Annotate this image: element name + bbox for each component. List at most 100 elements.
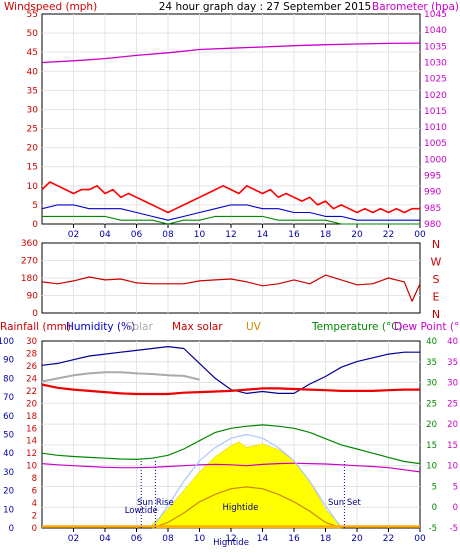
annotation-label: Lowtide [125, 506, 158, 516]
annotation-label: Sun Rise [137, 498, 174, 508]
wind-y-tick-label: 45 [27, 48, 38, 58]
direction-y-tick-label: 0 [32, 309, 38, 319]
rain-y-tick-label: 6 [32, 487, 37, 497]
wind-y-tick-label: 40 [27, 67, 39, 77]
temperature-y-tick-label: 40 [426, 337, 437, 347]
x-tick-label: 14 [257, 230, 269, 240]
humidity-y-tick-label: 20 [3, 487, 14, 497]
rain-y-tick-label: 22 [26, 387, 37, 397]
temperature-y-tick-label: 10 [426, 462, 437, 472]
humidity-line [41, 346, 420, 394]
x-tick-label: 02 [68, 230, 79, 240]
wind-axis-label: Windspeed (mph) [4, 1, 97, 13]
rain-y-tick-label: 2 [32, 512, 37, 522]
x-tick-label: 04 [99, 230, 111, 240]
wind-y-tick-label: 5 [32, 201, 38, 211]
humidity-y-tick-label: 0 [9, 524, 14, 534]
humidity-y-tick-label: 70 [3, 393, 14, 403]
red-line [41, 383, 420, 396]
temperature-y-tick-label: -5 [429, 524, 437, 534]
dewpoint-y-tick-label: 30 [447, 379, 458, 389]
barometer-y-tick-label: 1015 [424, 107, 447, 117]
wind-y-tick-label: 10 [27, 182, 39, 192]
barometer-y-tick-label: 1010 [424, 123, 447, 133]
rain-y-tick-label: 26 [26, 362, 37, 372]
temperature-y-tick-label: 35 [426, 358, 437, 368]
uv-axis-label: UV [246, 321, 262, 333]
barometer-y-tick-label: 985 [424, 204, 441, 214]
humidity-y-ticks: 0 10 20 30 40 50 60 70 80 90 100 [0, 337, 14, 534]
compass-label: N [432, 238, 440, 251]
dewpoint-y-tick-label: 10 [447, 462, 458, 472]
wind-y-tick-label: 50 [27, 29, 39, 39]
direction-series [41, 274, 421, 302]
x-tick-label: 00 [414, 230, 426, 240]
rain-y-tick-label: 4 [32, 499, 37, 509]
x-tick-label: 02 [68, 534, 79, 544]
x-tick-label: 04 [99, 534, 111, 544]
humidity-y-tick-label: 10 [3, 505, 14, 515]
rain-y-tick-label: 0 [32, 524, 37, 534]
wind-series [41, 42, 421, 225]
barometer-y-tick-label: 995 [424, 172, 441, 182]
rain-y-tick-label: 14 [26, 437, 37, 447]
barometer-y-tick-label: 1025 [424, 75, 447, 85]
uv-line [152, 486, 342, 529]
barometer-y-tick-label: 1035 [424, 42, 447, 52]
rain-y-tick-label: 24 [26, 374, 37, 384]
x-tick-label: 08 [162, 534, 174, 544]
barometer-y-tick-label: 990 [424, 188, 441, 198]
humidity-y-tick-label: 40 [3, 449, 14, 459]
gust-line [41, 181, 420, 214]
x-tick-label: 22 [383, 230, 394, 240]
humidity-axis-label: Humidity (%) [66, 321, 135, 333]
grey-line [41, 371, 200, 383]
barometer-y-tick-label: 1030 [424, 58, 447, 68]
wind-y-ticks: 0 5 10 15 20 25 30 35 40 45 50 55 [27, 10, 39, 230]
temperature-y-ticks: -5 0 5 10 15 20 25 30 35 40 [426, 337, 437, 534]
x-tick-label: 00 [414, 534, 426, 544]
temperature-y-tick-label: 5 [432, 482, 437, 492]
humidity-y-tick-label: 80 [3, 374, 14, 384]
x-tick-label: 12 [225, 534, 236, 544]
dewpoint-y-tick-label: 25 [447, 399, 458, 409]
dewpoint-y-tick-label: 35 [447, 358, 458, 368]
barometer-line [41, 42, 421, 64]
rain-y-tick-label: 8 [32, 474, 37, 484]
speed-line [42, 215, 420, 225]
wind-y-tick-label: 30 [27, 105, 39, 115]
barometer-y-tick-label: 980 [424, 220, 441, 230]
wind-y-tick-label: 35 [27, 86, 38, 96]
compass-label: W [431, 256, 442, 269]
x-tick-label: 10 [194, 230, 206, 240]
x-tick-label: 18 [320, 534, 332, 544]
barometer-y-ticks: 980 985 990 995 1000 1005 1010 1015 1020 1025 1030… [424, 10, 447, 230]
direction-y-ticks: 0 90 180 270 360 [21, 239, 38, 319]
direction-y-tick-label: 270 [21, 257, 38, 267]
rain-y-tick-label: 12 [26, 449, 37, 459]
x-tick-label: 20 [351, 230, 363, 240]
barometer-y-tick-label: 1000 [424, 155, 447, 165]
annotation-label: Hightide [223, 503, 259, 513]
barometer-y-tick-label: 1020 [424, 91, 447, 101]
rain-axis-label: Rainfall (mm) [0, 321, 71, 333]
solar-axis-label: Solar [126, 321, 153, 333]
climate-x-ticks: 02 04 06 08 10 12 14 16 18 20 22 00 [68, 528, 426, 544]
compass-label: E [433, 291, 440, 304]
x-tick-label: 16 [288, 230, 300, 240]
direction-grid [42, 243, 420, 313]
direction-y-tick-label: 90 [27, 292, 39, 302]
barometer-axis-label: Barometer (hpa) [372, 1, 459, 13]
direction-y-tick-label: 180 [21, 274, 38, 284]
dewpoint-y-tick-label: 15 [447, 441, 458, 451]
humidity-y-tick-label: 30 [3, 468, 14, 478]
temperature-y-tick-label: 0 [432, 503, 437, 513]
x-tick-label: 12 [225, 230, 236, 240]
wind-x-ticks: 02 04 06 08 10 12 14 16 18 20 22 00 [68, 224, 426, 240]
dewpoint-y-tick-label: 0 [453, 503, 458, 513]
x-tick-label: 06 [131, 230, 143, 240]
x-tick-label: 18 [320, 230, 332, 240]
